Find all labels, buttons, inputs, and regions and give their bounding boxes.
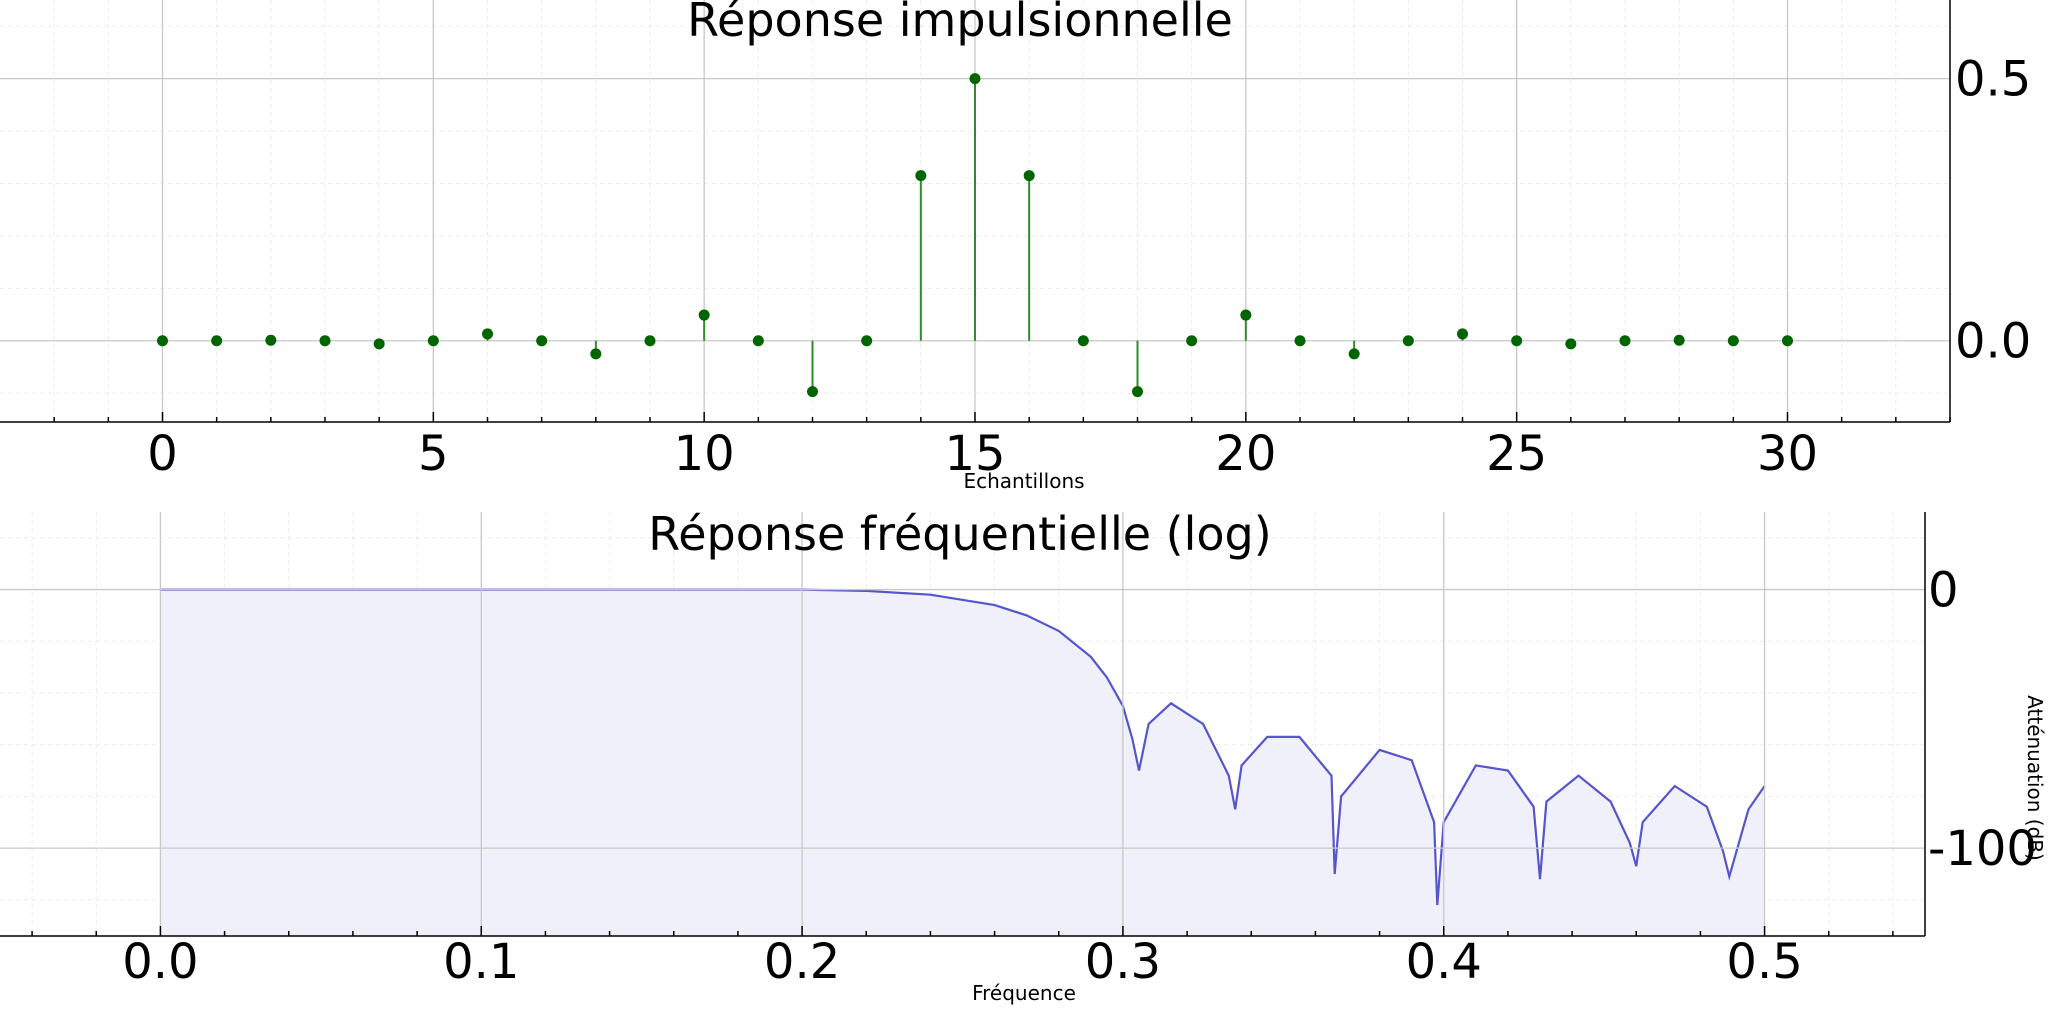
impulse-marker	[1132, 386, 1143, 398]
freq-x-tick-label: 0.5	[1726, 934, 1802, 990]
impulse-marker	[590, 348, 602, 360]
impulse-marker	[1673, 334, 1685, 346]
impulse-x-tick-label: 10	[674, 426, 735, 482]
impulse-response-chart: 0 5 10 15 20 25 30 0.0 0.5 Réponse impulsionnel…	[0, 0, 2031, 493]
impulse-marker	[1186, 335, 1198, 347]
freq-response-line	[160, 588, 1766, 906]
impulse-marker	[373, 338, 385, 350]
freq-x-tick-label: 0.2	[764, 934, 840, 990]
freq-x-tick-label: 0.4	[1406, 934, 1482, 990]
impulse-marker	[915, 170, 927, 182]
freq-x-tick-labels: 0.0 0.1 0.2 0.3 0.4 0.5	[122, 934, 1803, 990]
impulse-marker	[1348, 348, 1360, 360]
impulse-marker	[1294, 335, 1306, 347]
impulse-y-tick-label: 0.0	[1955, 314, 2031, 370]
impulse-marker	[157, 335, 168, 347]
impulse-x-tick-label: 5	[418, 426, 449, 482]
freq-area	[160, 588, 1766, 936]
impulse-x-tick-label: 15	[944, 426, 1005, 482]
freq-y-axis-label: Atténuation (dB)	[2023, 695, 2047, 861]
freq-x-tick-label: 0.0	[122, 934, 198, 990]
impulse-chart-title: Réponse impulsionnelle	[687, 0, 1233, 47]
impulse-marker	[1782, 335, 1793, 347]
freq-axes-frame	[0, 512, 1926, 937]
impulse-marker	[1619, 335, 1631, 347]
impulse-x-tick-label: 30	[1757, 426, 1818, 482]
impulse-marker	[1727, 335, 1739, 347]
impulse-y-tick-labels: 0.0 0.5	[1955, 52, 2031, 370]
impulse-x-tick-label: 25	[1486, 426, 1547, 482]
impulse-marker	[1457, 328, 1468, 340]
impulse-x-tick-labels: 0 5 10 15 20 25 30	[147, 426, 1818, 482]
impulse-x-axis-label: Echantillons	[963, 469, 1084, 493]
impulse-marker	[1077, 335, 1089, 347]
impulse-marker	[211, 335, 223, 347]
impulse-marker	[1023, 170, 1035, 182]
impulse-marker	[1511, 335, 1523, 347]
impulse-x-tick-label: 20	[1215, 426, 1276, 482]
impulse-marker	[969, 73, 981, 85]
impulse-axes-frame	[0, 0, 1951, 423]
impulse-marker	[536, 335, 548, 347]
impulse-marker	[1402, 335, 1414, 347]
impulse-stems	[157, 73, 1793, 398]
freq-y-tick-labels: 0 -100	[1928, 563, 2037, 878]
impulse-y-tick-label: 0.5	[1955, 52, 2031, 108]
impulse-marker	[752, 335, 764, 347]
impulse-marker	[319, 335, 331, 347]
impulse-marker	[265, 334, 277, 346]
freq-y-tick-label: -100	[1928, 821, 2037, 877]
impulse-marker	[807, 386, 818, 398]
impulse-marker	[1565, 338, 1577, 350]
freq-area-fill	[160, 589, 1765, 936]
freq-chart-title: Réponse fréquentielle (log)	[648, 507, 1271, 561]
impulse-x-tick-label: 0	[147, 426, 178, 482]
freq-x-tick-label: 0.3	[1085, 934, 1161, 990]
impulse-marker	[698, 309, 710, 321]
frequency-response-chart: 0.0 0.1 0.2 0.3 0.4 0.5 0 -100 Réponse fréquen…	[0, 507, 2047, 1005]
impulse-marker	[1240, 309, 1252, 321]
impulse-marker	[482, 328, 493, 340]
freq-major-grid	[0, 512, 1925, 936]
impulse-marker	[861, 335, 873, 347]
freq-y-tick-label: 0	[1928, 563, 1959, 619]
freq-x-tick-label: 0.1	[443, 934, 519, 990]
freq-x-axis-label: Fréquence	[972, 981, 1076, 1005]
impulse-marker	[427, 335, 439, 347]
impulse-marker	[644, 335, 656, 347]
